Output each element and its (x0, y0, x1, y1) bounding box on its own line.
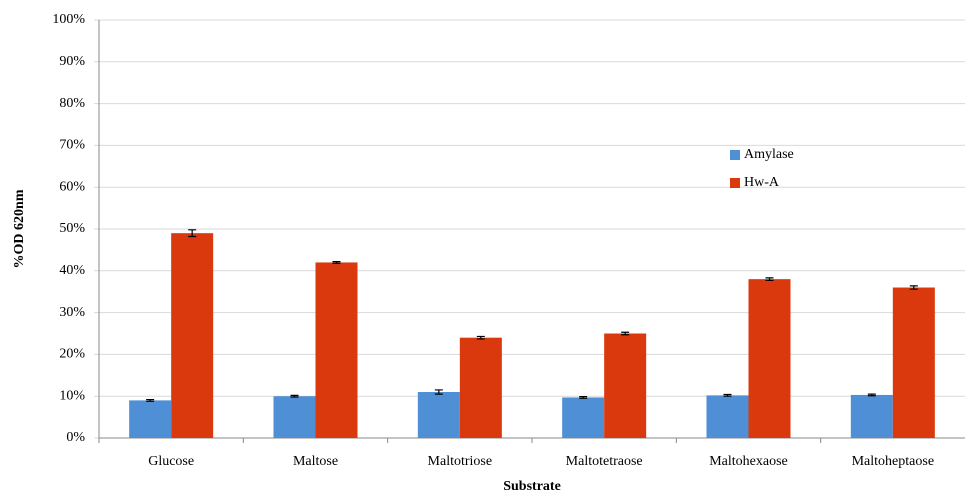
error-bar (476, 335, 485, 340)
x-tick-label: Maltotetraose (566, 454, 643, 469)
bar (892, 287, 935, 438)
error-bar (579, 396, 588, 399)
error-bar (188, 229, 197, 238)
bar (129, 400, 172, 438)
bar (417, 392, 460, 438)
bar (459, 337, 502, 438)
y-tick-label: 30% (59, 305, 85, 320)
y-tick-label: 10% (59, 388, 85, 403)
bar (748, 279, 791, 438)
error-bar (909, 285, 918, 290)
y-tick-label: 70% (59, 138, 85, 153)
bar (562, 397, 605, 438)
legend-label: Hw-A (744, 175, 780, 190)
y-tick-label: 50% (59, 221, 85, 236)
x-tick-label: Maltoheptaose (852, 454, 934, 469)
bar (315, 262, 358, 438)
y-tick-label: 20% (59, 347, 85, 362)
y-tick-label: 0% (66, 430, 85, 445)
y-tick-label: 60% (59, 179, 85, 194)
error-bar (146, 398, 155, 402)
y-tick-label: 80% (59, 96, 85, 111)
y-tick-label: 100% (52, 12, 85, 27)
y-tick-label: 90% (59, 54, 85, 69)
x-tick-label: Maltotriose (428, 454, 493, 469)
error-bar (723, 393, 732, 397)
error-bar (621, 331, 630, 336)
x-axis-title: Substrate (503, 479, 561, 494)
error-bar (867, 393, 876, 397)
x-tick-label: Maltohexaose (709, 454, 788, 469)
y-axis-title: %OD 620nm (12, 189, 27, 268)
error-bar (332, 261, 341, 264)
bar (273, 396, 316, 438)
y-tick-label: 40% (59, 263, 85, 278)
error-bar (434, 389, 443, 395)
x-tick-label: Maltose (293, 454, 338, 469)
bar (604, 333, 647, 438)
error-bar (765, 277, 774, 282)
x-tick-label: Glucose (148, 454, 194, 469)
legend-swatch (730, 150, 740, 160)
bar (850, 394, 893, 438)
bar (706, 395, 749, 438)
legend-label: Amylase (744, 147, 794, 162)
legend-swatch (730, 178, 740, 188)
bar (171, 233, 214, 438)
error-bar (290, 394, 299, 398)
